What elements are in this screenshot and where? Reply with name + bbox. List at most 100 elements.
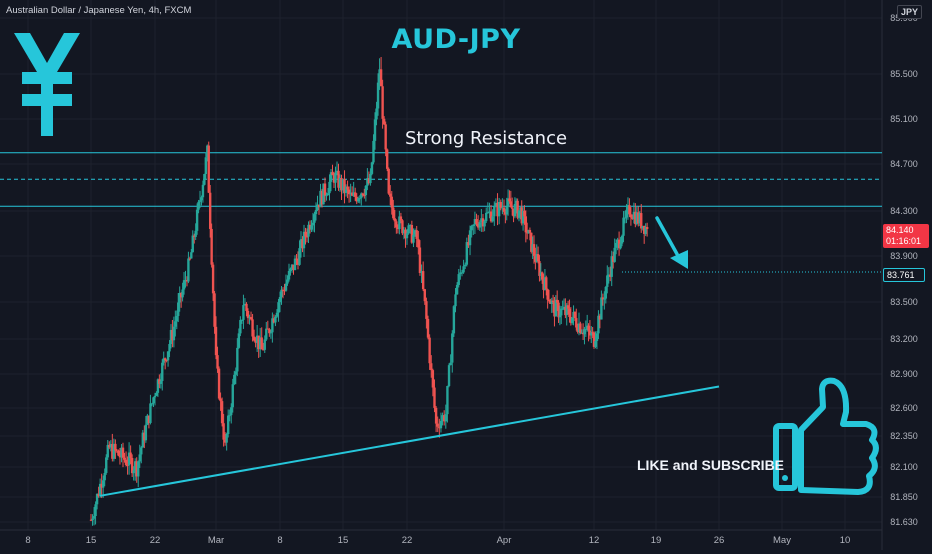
candle-body — [97, 493, 100, 497]
candle-body — [611, 256, 615, 262]
candle-body — [217, 368, 221, 399]
candle-body — [509, 201, 513, 208]
candle-body — [298, 248, 301, 265]
candle-body — [628, 205, 631, 215]
candle-body — [225, 434, 228, 443]
candle-body — [402, 229, 406, 234]
candle-body — [179, 292, 183, 298]
x-tick-label: 15 — [86, 535, 97, 546]
candle-body — [166, 351, 170, 361]
candle-body — [478, 222, 481, 228]
candle-body — [236, 347, 239, 372]
candle-body — [460, 272, 464, 274]
candle-body — [171, 329, 174, 341]
candle-body — [399, 216, 403, 221]
candle-body — [625, 209, 628, 218]
candle-body — [637, 212, 640, 224]
candle-body — [470, 226, 473, 231]
candle-body — [89, 519, 93, 521]
candle-body — [597, 315, 600, 334]
candle-body — [92, 516, 96, 519]
candle-body — [249, 317, 253, 320]
candle-body — [617, 239, 621, 249]
candle-body — [240, 319, 244, 321]
candle-body — [524, 216, 528, 233]
candle-body — [143, 432, 146, 441]
candle-body — [334, 172, 337, 183]
candle-body — [323, 183, 327, 196]
candle-body — [434, 407, 438, 424]
currency-badge[interactable]: JPY — [896, 5, 922, 19]
candle-body — [325, 195, 328, 197]
candle-body — [454, 294, 457, 307]
thumbs-up-cuff — [773, 423, 798, 491]
candle-body — [549, 300, 552, 304]
candle-body — [120, 447, 123, 458]
candle-body — [106, 444, 109, 458]
candle-body — [480, 218, 483, 223]
candle-body — [234, 371, 238, 375]
candle-body — [201, 184, 205, 198]
candle-body — [277, 302, 280, 313]
candle-body — [468, 230, 472, 246]
candle-body — [609, 274, 612, 277]
candle-body — [138, 454, 141, 462]
candle-body — [252, 336, 256, 341]
candle-body — [210, 228, 213, 265]
candle-body — [561, 308, 564, 310]
candle-body — [486, 212, 490, 214]
x-tick-label: 22 — [150, 535, 161, 546]
candle-body — [111, 444, 114, 459]
candle-body — [423, 289, 426, 302]
candle-body — [335, 170, 339, 173]
candle-body — [347, 189, 351, 195]
candle-body — [182, 280, 186, 290]
candle-body — [343, 179, 346, 193]
candle-body — [248, 317, 251, 319]
candle-body — [473, 219, 477, 225]
like-subscribe-label: LIKE and SUBSCRIBE — [637, 457, 785, 473]
candle-body — [118, 455, 122, 458]
candle-body — [606, 275, 609, 287]
candle-body — [188, 258, 192, 260]
candle-body — [268, 329, 271, 334]
candle-body — [591, 332, 594, 334]
candle-body — [510, 207, 514, 209]
candle-body — [390, 196, 393, 208]
candle-body — [570, 317, 574, 323]
candle-body — [230, 407, 233, 416]
candle-body — [378, 69, 381, 83]
candle-body — [126, 464, 129, 466]
x-tick-label: 19 — [651, 535, 662, 546]
x-tick-label: 15 — [338, 535, 349, 546]
candle-body — [214, 326, 218, 356]
candle-body — [535, 254, 538, 262]
candle-body — [483, 221, 486, 227]
candle-body — [641, 225, 644, 229]
candle-body — [150, 403, 154, 405]
candle-body — [375, 108, 378, 120]
candle-body — [301, 239, 304, 249]
candle-body — [175, 315, 178, 322]
candle-body — [320, 190, 324, 205]
candle-body — [328, 181, 331, 194]
candle-body — [112, 443, 116, 459]
candle-body — [158, 379, 161, 384]
y-tick-label: 82.900 — [890, 369, 918, 379]
candle-body — [457, 274, 460, 285]
candle-body — [512, 208, 515, 217]
candle-body — [174, 321, 177, 327]
candle-body — [280, 289, 283, 297]
x-tick-label: 12 — [589, 535, 600, 546]
candle-body — [619, 243, 622, 249]
candle-body — [489, 211, 493, 222]
yen-sign-icon — [14, 33, 80, 136]
candle-body — [316, 204, 319, 211]
candle-body — [431, 370, 435, 388]
candle-body — [485, 212, 488, 222]
candle-body — [203, 174, 206, 185]
candle-body — [464, 264, 467, 267]
candle-body — [243, 303, 247, 306]
candle-body — [601, 297, 605, 300]
